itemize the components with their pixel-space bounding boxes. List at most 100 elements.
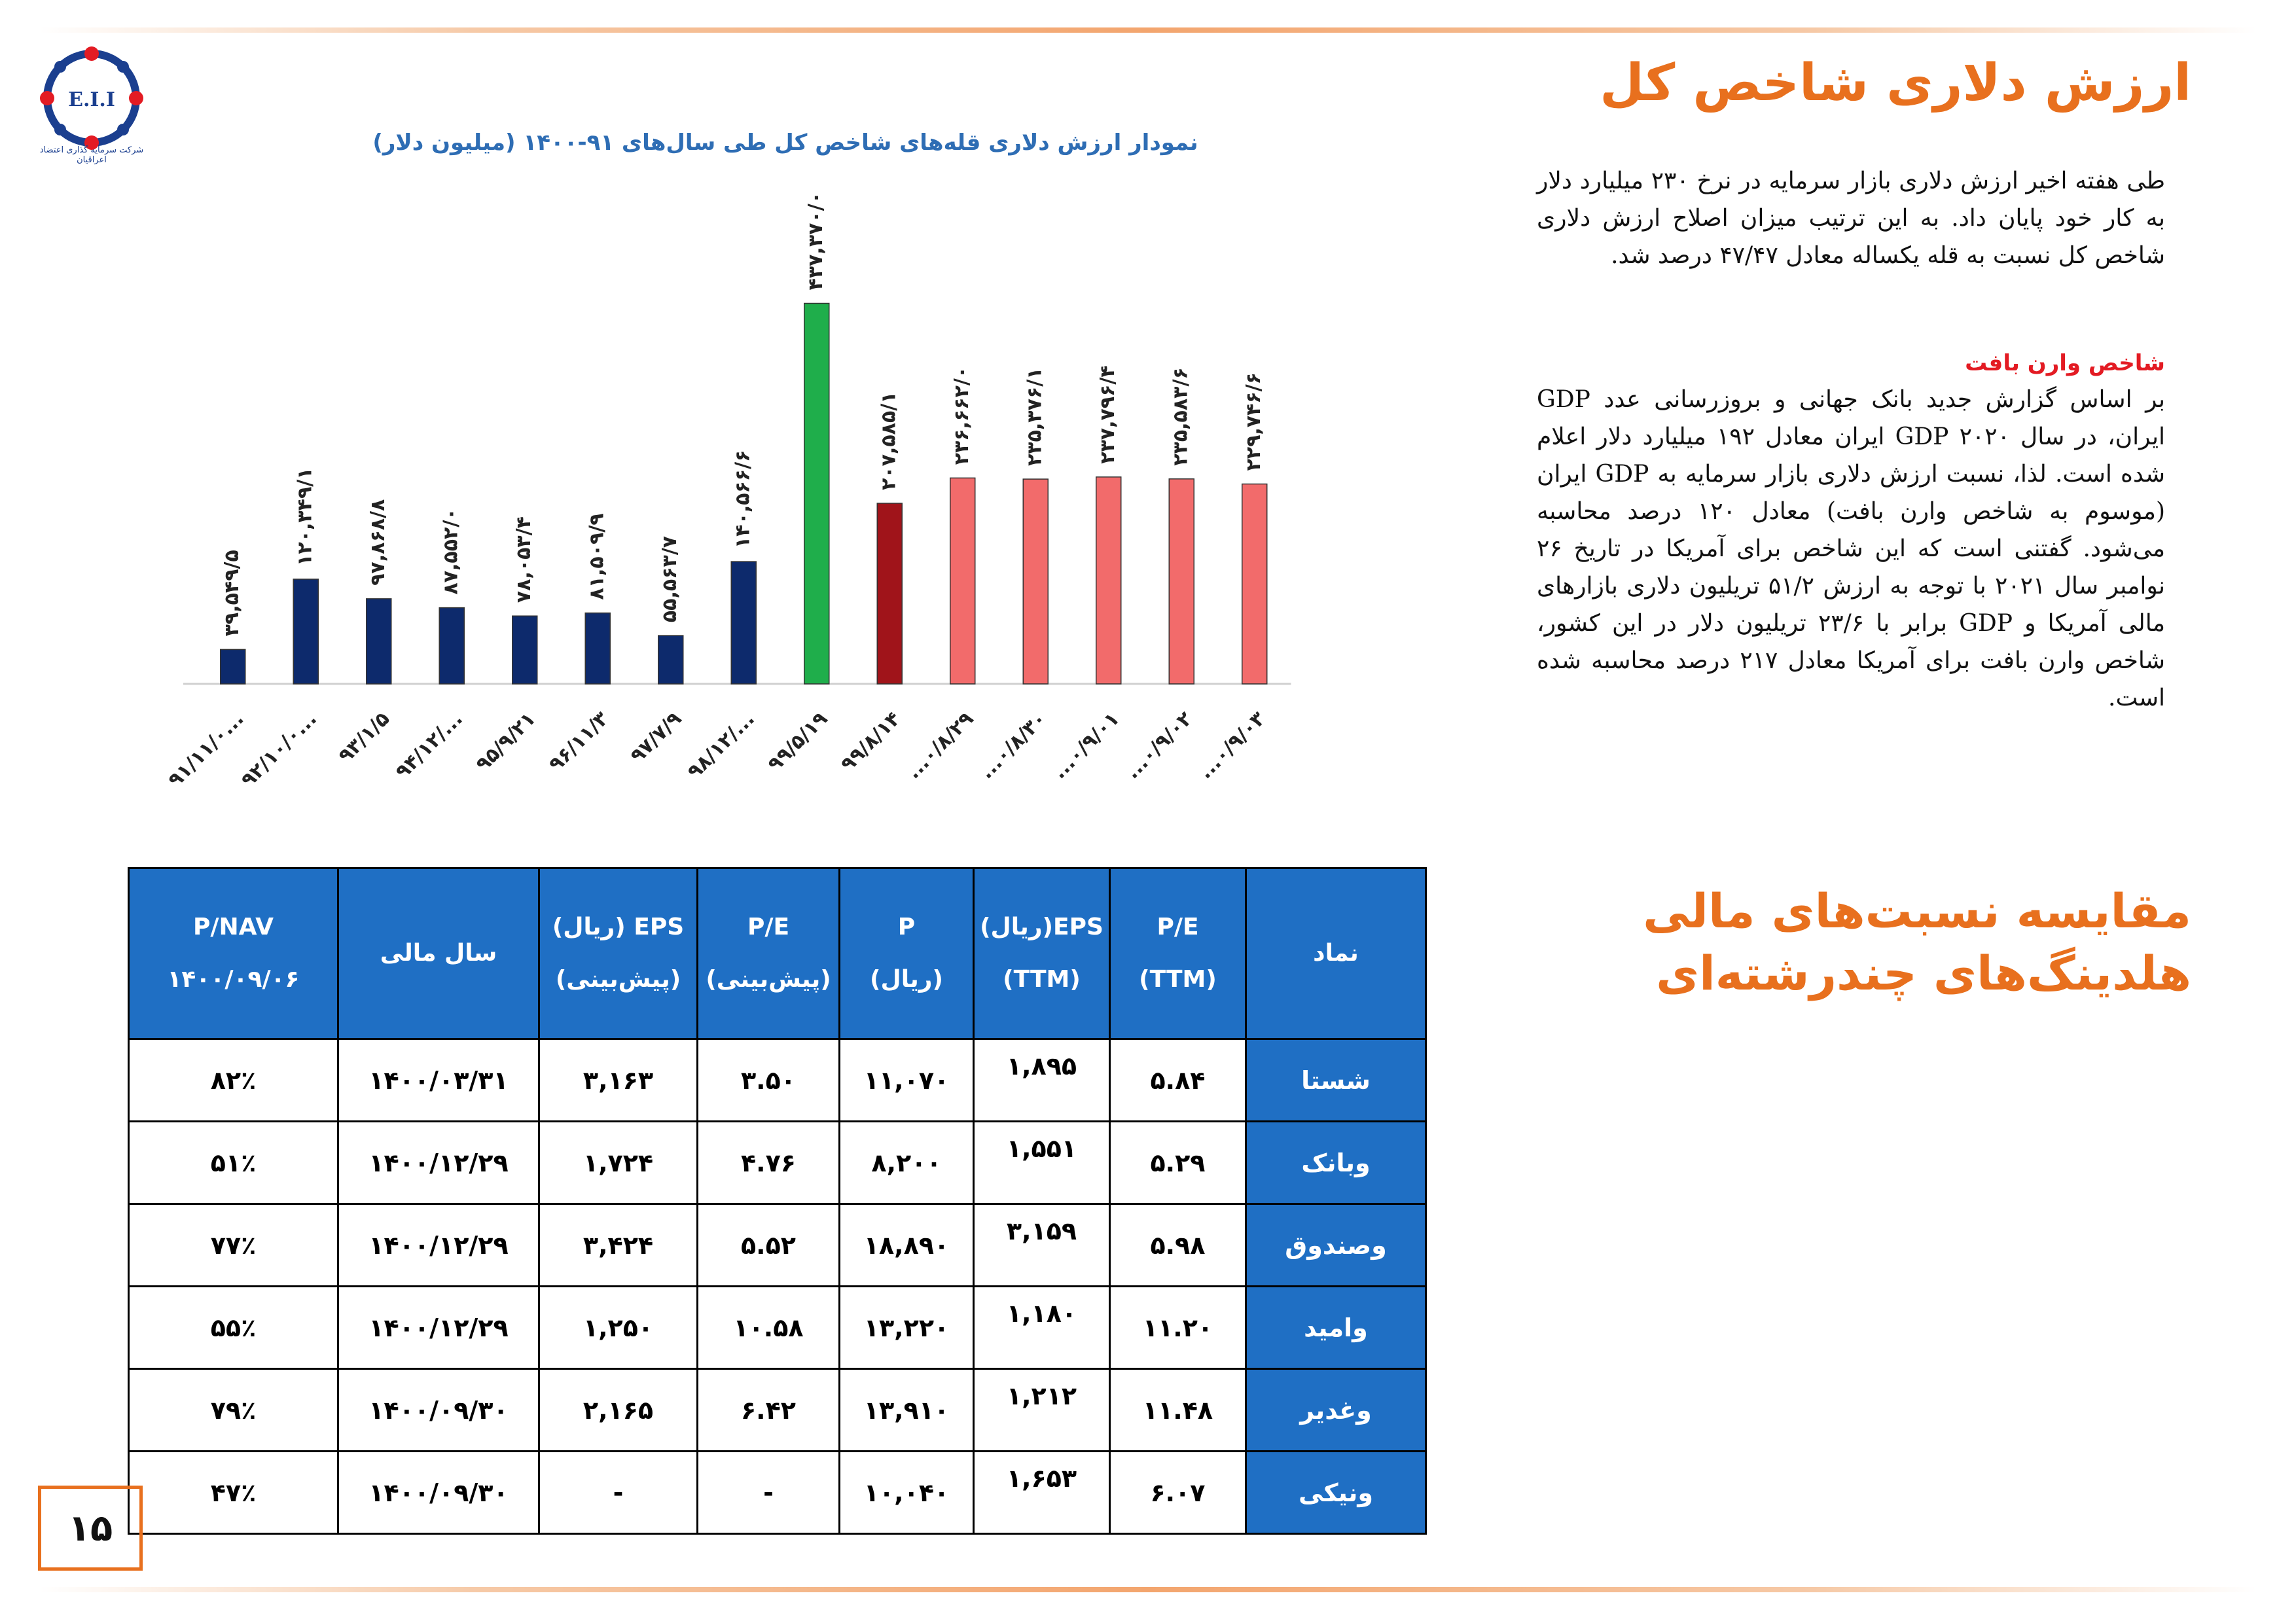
chart-bar bbox=[730, 561, 757, 685]
cell-symbol: وغدیر bbox=[1245, 1368, 1427, 1452]
header-symbol: نماد bbox=[1245, 867, 1427, 1040]
chart-bar bbox=[950, 477, 976, 685]
chart-bar bbox=[220, 649, 246, 685]
cell-fiscal-year: ۱۴۰۰/۱۲/۲۹ bbox=[337, 1203, 540, 1287]
header-price: P (ریال) bbox=[838, 867, 975, 1040]
header-eps-forecast: EPS (ریال) (پیش‌بینی) bbox=[538, 867, 698, 1040]
buffett-indicator-paragraph: بر اساس گزارش جدید بانک جهانی و بروزرسان… bbox=[1537, 386, 2166, 711]
section-title-ratio-comparison: مقایسه نسبت‌های مالی هلدینگ‌های چندرشته‌… bbox=[1643, 883, 2191, 1001]
bar-value-label: ۷۸,۰۵۳/۴ bbox=[512, 516, 535, 603]
bar-value-label: ۹۷,۸۶۸/۸ bbox=[367, 499, 389, 586]
x-tick-label: ۹۵/۹/۲۱ bbox=[471, 707, 540, 776]
x-tick-label: ۹۹/۸/۱۴ bbox=[836, 707, 905, 776]
dollar-value-paragraph: طی هفته اخیر ارزش دلاری بازار سرمایه در … bbox=[1537, 168, 2165, 269]
bar-value-label: ۲۲۹,۷۴۶/۶ bbox=[1242, 372, 1265, 471]
section-title-dollar-value: ارزش دلاری شاخص کل bbox=[1600, 54, 2191, 113]
table-header-row: نماد P/E (TTM) EPS(ریال) (TTM) P (ریال) P/E… bbox=[128, 867, 1427, 1040]
header-eps-ttm: EPS(ریال) (TTM) bbox=[973, 867, 1111, 1040]
page-number: ۱۵ bbox=[38, 1486, 143, 1571]
chart-bar bbox=[1022, 478, 1049, 685]
bar-value-label: ۱۲۰,۳۴۹/۱ bbox=[294, 467, 317, 566]
x-tick-label: ۹۴/۱۲/... bbox=[391, 707, 467, 783]
cell-symbol: ونیکی bbox=[1245, 1450, 1427, 1535]
cell-pe-forecast: ۴.۷۶ bbox=[696, 1120, 840, 1205]
header-pe-ttm: P/E (TTM) bbox=[1109, 867, 1247, 1040]
cell-eps-forecast: ۱,۷۲۴ bbox=[538, 1120, 698, 1205]
cell-pe-forecast: ۳.۵۰ bbox=[696, 1038, 840, 1122]
chart-bar bbox=[658, 635, 684, 685]
cell-eps-forecast: - bbox=[538, 1450, 698, 1535]
cell-eps-ttm: ۱,۲۱۲ bbox=[973, 1368, 1111, 1452]
cell-pe-ttm: ۵.۲۹ bbox=[1109, 1120, 1247, 1205]
cell-eps-forecast: ۲,۱۶۵ bbox=[538, 1368, 698, 1452]
bar-value-label: ۸۷,۵۵۲/۰ bbox=[440, 508, 463, 594]
x-tick-label: ...۰/۹/۰۱ bbox=[1048, 707, 1124, 783]
x-tick-label: ۹۲/۱۰/۰... bbox=[237, 707, 321, 792]
cell-pe-forecast: ۱۰.۵۸ bbox=[696, 1285, 840, 1370]
cell-eps-forecast: ۳,۴۲۴ bbox=[538, 1203, 698, 1287]
chart-bar bbox=[512, 615, 538, 685]
cell-pe-ttm: ۵.۸۴ bbox=[1109, 1038, 1247, 1122]
cell-pe-ttm: ۱۱.۴۸ bbox=[1109, 1368, 1247, 1452]
bar-value-label: ۲۳۶,۶۶۲/۰ bbox=[950, 366, 973, 465]
peak-value-bar-chart: ۳۹,۵۴۹/۵ ۹۱/۱۱/۰... ۱۲۰,۳۴۹/۱ ۹۲/۱۰/۰... ۹۷,… bbox=[164, 192, 1291, 792]
cell-symbol: وبانک bbox=[1245, 1120, 1427, 1205]
chart-title: نمودار ارزش دلاری قله‌های شاخص کل طی سال… bbox=[372, 130, 1198, 156]
bar-value-label: ۵۵,۵۶۳/۷ bbox=[658, 536, 681, 622]
cell-p-nav: ۷۹٪ bbox=[128, 1368, 339, 1452]
x-tick-label: ...۰/۹/۰۳ bbox=[1194, 707, 1270, 783]
cell-fiscal-year: ۱۴۰۰/۱۲/۲۹ bbox=[337, 1120, 540, 1205]
x-tick-label: ...۰/۹/۰۲ bbox=[1121, 707, 1197, 783]
logo-text: E.I.I bbox=[68, 88, 115, 111]
x-tick-label: ...۰/۸/۲۹ bbox=[902, 707, 978, 783]
chart-bar bbox=[293, 579, 319, 685]
holdings-ratio-table: نماد P/E (TTM) EPS(ریال) (TTM) P (ریال) P/E… bbox=[128, 867, 1427, 1535]
cell-symbol: وصندوق bbox=[1245, 1203, 1427, 1287]
x-tick-label: ۹۸/۱۲/... bbox=[683, 707, 759, 783]
cell-eps-ttm: ۳,۱۵۹ bbox=[973, 1203, 1111, 1287]
bar-value-label: ۲۳۵,۳۷۶/۱ bbox=[1024, 368, 1047, 467]
cell-pe-ttm: ۵.۹۸ bbox=[1109, 1203, 1247, 1287]
cell-pe-forecast: ۶.۴۲ bbox=[696, 1368, 840, 1452]
chart-bar bbox=[584, 612, 611, 685]
cell-price: ۱۰,۰۴۰ bbox=[838, 1450, 975, 1535]
company-logo: E.I.I bbox=[40, 46, 143, 150]
table-row: وصندوق ۵.۹۸ ۳,۱۵۹ ۱۸,۸۹۰ ۵.۵۲ ۳,۴۲۴ ۱۴۰۰/۱۲/۲۹… bbox=[128, 1203, 1427, 1287]
x-tick-label: ۹۹/۵/۱۹ bbox=[763, 707, 832, 776]
cell-pe-ttm: ۶.۰۷ bbox=[1109, 1450, 1247, 1535]
logo-caption: شرکت سرمایه گذاری اعتضاد اعراقیان bbox=[39, 145, 144, 165]
cell-pe-forecast: - bbox=[696, 1450, 840, 1535]
bar-value-label: ۲۳۷,۷۹۶/۴ bbox=[1096, 365, 1119, 464]
cell-eps-ttm: ۱,۱۸۰ bbox=[973, 1285, 1111, 1370]
cell-p-nav: ۵۵٪ bbox=[128, 1285, 339, 1370]
chart-bar bbox=[366, 598, 392, 685]
bar-value-label: ۱۴۰,۵۶۶/۶ bbox=[732, 450, 755, 549]
x-tick-label: ...۰/۸/۳۰ bbox=[975, 707, 1051, 783]
header-pe-forecast: P/E (پیش‌بینی) bbox=[696, 867, 840, 1040]
bar-value-label: ۲۳۵,۵۸۳/۶ bbox=[1170, 367, 1193, 466]
buffett-indicator-subtitle: شاخص وارن بافت bbox=[1965, 350, 2165, 376]
cell-eps-ttm: ۱,۶۵۳ bbox=[973, 1450, 1111, 1535]
table-row: شستا ۵.۸۴ ۱,۸۹۵ ۱۱,۰۷۰ ۳.۵۰ ۳,۱۶۳ ۱۴۰۰/۰۳/۳۱ ۸۲… bbox=[128, 1038, 1427, 1122]
chart-bar bbox=[1168, 478, 1194, 685]
table-row: وبانک ۵.۲۹ ۱,۵۵۱ ۸,۲۰۰ ۴.۷۶ ۱,۷۲۴ ۱۴۰۰/۱۲/۲۹ ۵۱… bbox=[128, 1120, 1427, 1205]
chart-bar bbox=[1096, 476, 1122, 685]
x-tick-label: ۹۳/۱/۵ bbox=[334, 707, 394, 768]
cell-p-nav: ۴۷٪ bbox=[128, 1450, 339, 1535]
header-p-nav: P/NAV ۱۴۰۰/۰۹/۰۶ bbox=[128, 867, 339, 1040]
top-divider bbox=[39, 27, 2257, 33]
cell-price: ۸,۲۰۰ bbox=[838, 1120, 975, 1205]
cell-pe-ttm: ۱۱.۲۰ bbox=[1109, 1285, 1247, 1370]
table-row: وغدیر ۱۱.۴۸ ۱,۲۱۲ ۱۳,۹۱۰ ۶.۴۲ ۲,۱۶۵ ۱۴۰۰/۰۹/۳۰… bbox=[128, 1368, 1427, 1452]
bar-value-label: ۴۳۷,۳۷۰/۰ bbox=[804, 192, 827, 291]
cell-p-nav: ۸۲٪ bbox=[128, 1038, 339, 1122]
cell-fiscal-year: ۱۴۰۰/۰۹/۳۰ bbox=[337, 1450, 540, 1535]
cell-price: ۱۸,۸۹۰ bbox=[838, 1203, 975, 1287]
chart-bar bbox=[804, 302, 830, 685]
cell-price: ۱۳,۲۲۰ bbox=[838, 1285, 975, 1370]
header-fiscal-year: سال مالی bbox=[337, 867, 540, 1040]
chart-bar bbox=[439, 607, 465, 685]
cell-fiscal-year: ۱۴۰۰/۱۲/۲۹ bbox=[337, 1285, 540, 1370]
bar-value-label: ۲۰۷,۵۸۵/۱ bbox=[878, 391, 901, 490]
cell-p-nav: ۵۱٪ bbox=[128, 1120, 339, 1205]
